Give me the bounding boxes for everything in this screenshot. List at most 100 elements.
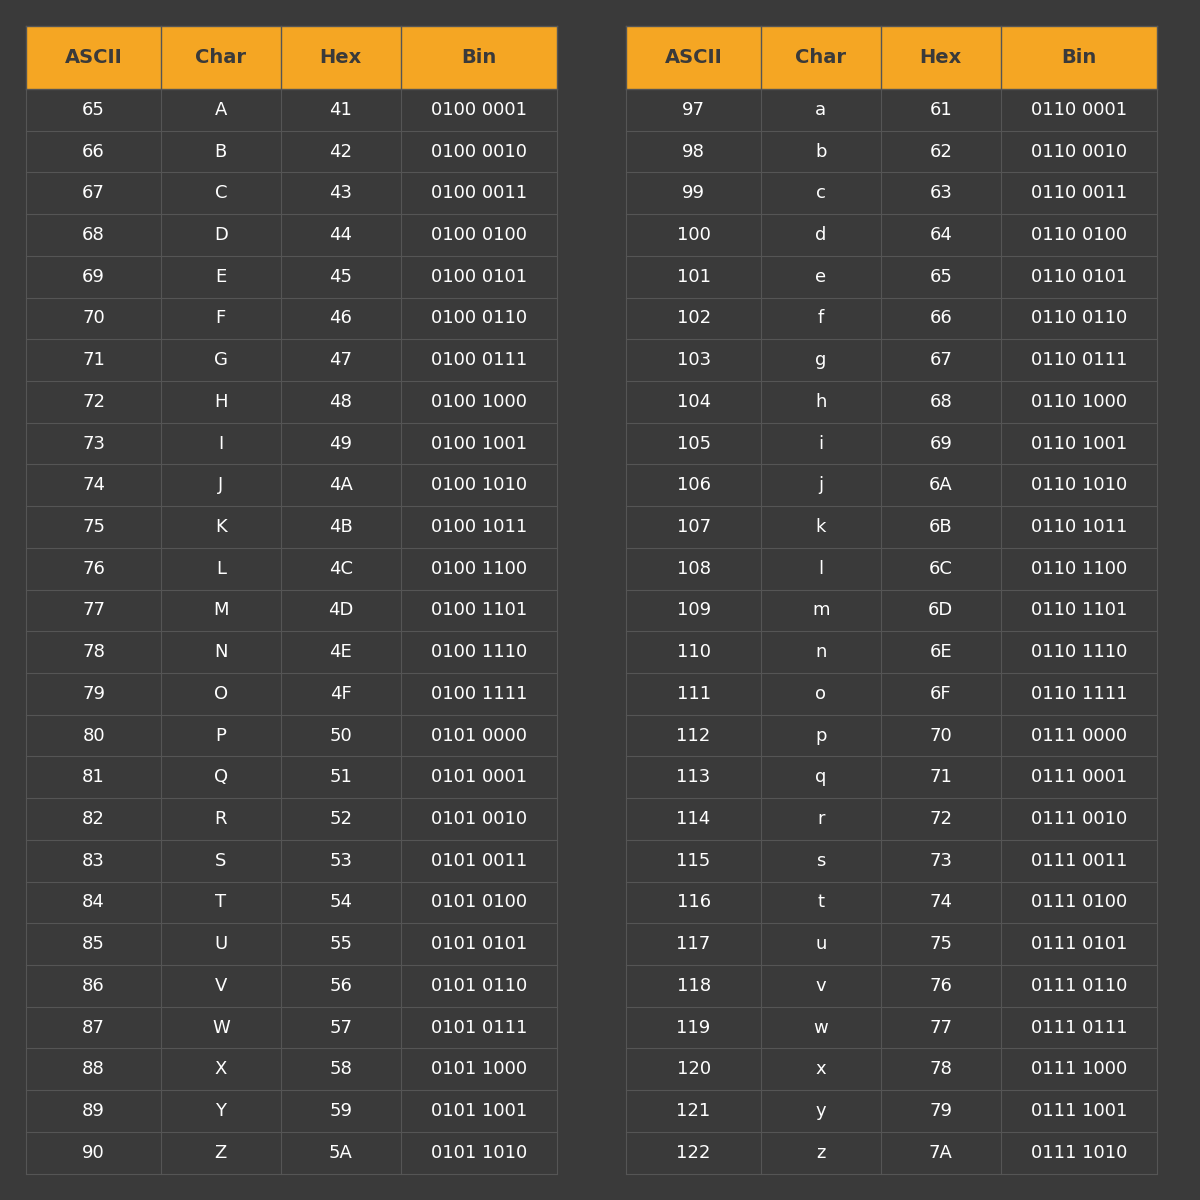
Text: 0101 0011: 0101 0011 [431, 852, 527, 870]
Bar [881, 840, 1001, 882]
Text: X: X [215, 1061, 227, 1079]
Bar [401, 1007, 557, 1049]
Bar [161, 715, 281, 756]
Bar [1001, 340, 1157, 380]
Bar [281, 256, 401, 298]
Text: 0100 1000: 0100 1000 [431, 392, 527, 410]
Bar [626, 506, 761, 548]
Text: 101: 101 [677, 268, 710, 286]
Text: 4E: 4E [330, 643, 352, 661]
Bar [161, 840, 281, 882]
Text: 72: 72 [929, 810, 953, 828]
Bar [26, 214, 161, 256]
Bar [626, 1049, 761, 1090]
Bar [401, 923, 557, 965]
Bar [161, 673, 281, 715]
Bar [626, 673, 761, 715]
Bar [26, 1132, 161, 1174]
Bar [281, 882, 401, 923]
Bar [1001, 965, 1157, 1007]
Text: 119: 119 [677, 1019, 710, 1037]
Text: 107: 107 [677, 518, 710, 536]
Text: H: H [214, 392, 228, 410]
Text: 5A: 5A [329, 1144, 353, 1162]
Text: 109: 109 [677, 601, 710, 619]
Bar [26, 715, 161, 756]
Bar [26, 923, 161, 965]
Bar [281, 756, 401, 798]
Bar [1001, 506, 1157, 548]
Text: l: l [818, 559, 823, 577]
Bar [401, 715, 557, 756]
Bar [881, 798, 1001, 840]
Bar [26, 965, 161, 1007]
Bar [761, 965, 881, 1007]
Text: 66: 66 [83, 143, 104, 161]
Text: 122: 122 [677, 1144, 710, 1162]
Bar [1001, 631, 1157, 673]
Text: 45: 45 [329, 268, 353, 286]
Bar [881, 923, 1001, 965]
Text: D: D [214, 226, 228, 244]
Text: 0101 0100: 0101 0100 [431, 894, 527, 912]
Bar [881, 131, 1001, 173]
Text: ASCII: ASCII [665, 48, 722, 67]
Bar [281, 798, 401, 840]
Text: v: v [816, 977, 826, 995]
Bar [1001, 422, 1157, 464]
Text: U: U [214, 935, 228, 953]
Bar [626, 882, 761, 923]
Bar [281, 1007, 401, 1049]
Bar [1001, 256, 1157, 298]
Text: 42: 42 [329, 143, 353, 161]
Text: E: E [215, 268, 227, 286]
Text: w: w [814, 1019, 828, 1037]
Text: 53: 53 [329, 852, 353, 870]
Bar [881, 256, 1001, 298]
Text: 69: 69 [82, 268, 106, 286]
Bar [26, 1049, 161, 1090]
Text: 118: 118 [677, 977, 710, 995]
Text: M: M [214, 601, 228, 619]
Text: 99: 99 [682, 185, 706, 203]
Text: K: K [215, 518, 227, 536]
Bar [761, 548, 881, 589]
Bar [626, 256, 761, 298]
Text: 75: 75 [82, 518, 106, 536]
Text: 0100 0111: 0100 0111 [431, 352, 527, 370]
Bar [401, 422, 557, 464]
Text: 0110 0111: 0110 0111 [1031, 352, 1127, 370]
Bar [26, 89, 161, 131]
Bar [1001, 1007, 1157, 1049]
Text: 0111 1010: 0111 1010 [1031, 1144, 1127, 1162]
Bar [1001, 26, 1157, 89]
Bar [761, 256, 881, 298]
Text: W: W [212, 1019, 229, 1037]
Text: P: P [215, 726, 227, 744]
Text: 0100 1001: 0100 1001 [431, 434, 527, 452]
Bar [26, 380, 161, 422]
Text: 75: 75 [929, 935, 953, 953]
Text: 72: 72 [82, 392, 106, 410]
Text: 63: 63 [929, 185, 953, 203]
Bar [1001, 673, 1157, 715]
Bar [161, 882, 281, 923]
Bar [626, 1007, 761, 1049]
Text: 64: 64 [929, 226, 953, 244]
Text: 0100 0010: 0100 0010 [431, 143, 527, 161]
Text: 0111 1001: 0111 1001 [1031, 1102, 1127, 1120]
Text: 0111 0111: 0111 0111 [1031, 1019, 1127, 1037]
Bar [626, 173, 761, 214]
Bar [281, 298, 401, 340]
Bar [1001, 715, 1157, 756]
Text: 67: 67 [929, 352, 953, 370]
Text: 65: 65 [82, 101, 106, 119]
Bar [281, 1049, 401, 1090]
Text: 62: 62 [929, 143, 953, 161]
Bar [761, 840, 881, 882]
Text: 0110 0110: 0110 0110 [1031, 310, 1127, 328]
Text: 66: 66 [930, 310, 952, 328]
Bar [161, 214, 281, 256]
Bar [761, 340, 881, 380]
Text: t: t [817, 894, 824, 912]
